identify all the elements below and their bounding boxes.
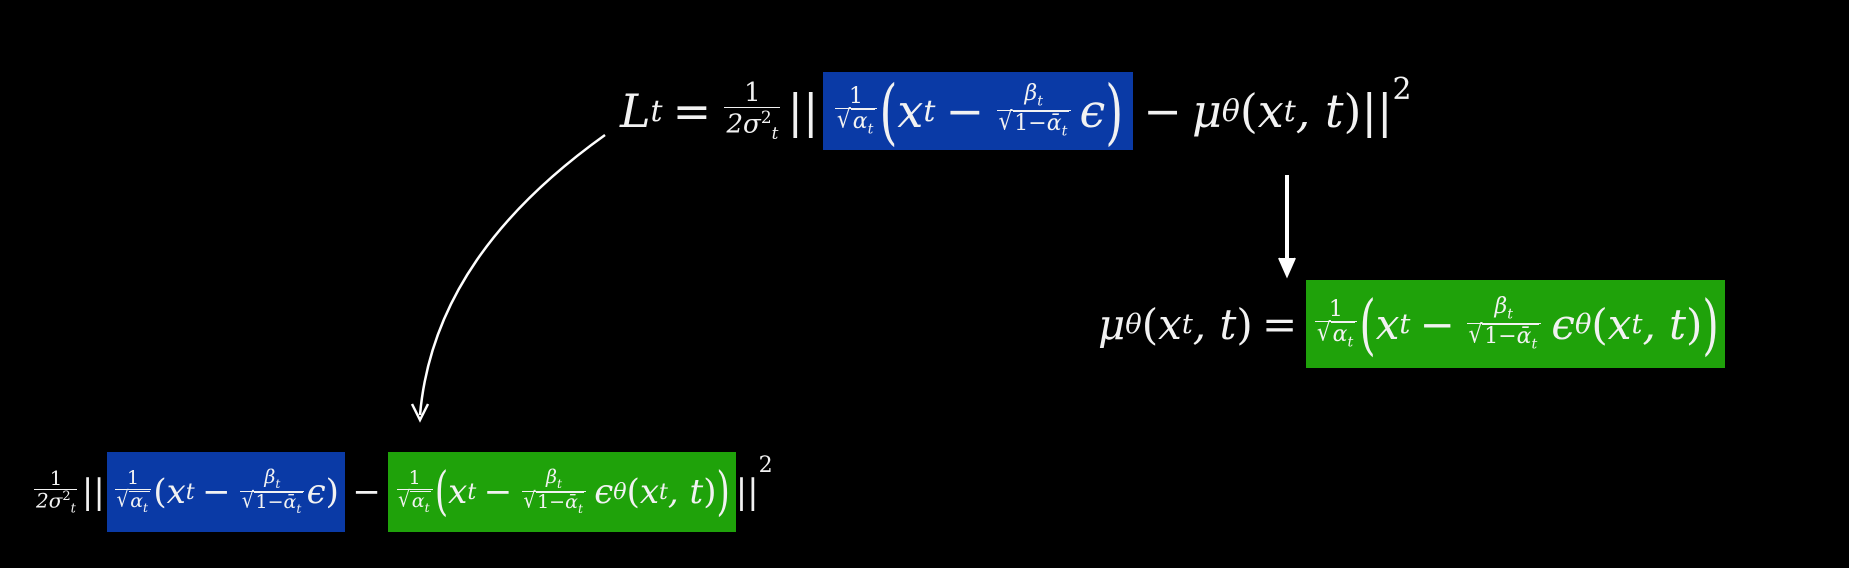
- curved-arrow-head: [410, 403, 430, 423]
- mu-symbol: μ: [1191, 84, 1222, 138]
- loss-symbol: L: [620, 84, 651, 138]
- equals-sign: =: [672, 84, 712, 138]
- down-arrow-head: [1278, 257, 1296, 279]
- norm-bars-left: ||: [787, 84, 819, 138]
- norm-bars-right: ||: [1361, 84, 1393, 138]
- coefficient-fraction: 1 2σ2t: [724, 79, 781, 142]
- curved-arrow: [418, 133, 606, 416]
